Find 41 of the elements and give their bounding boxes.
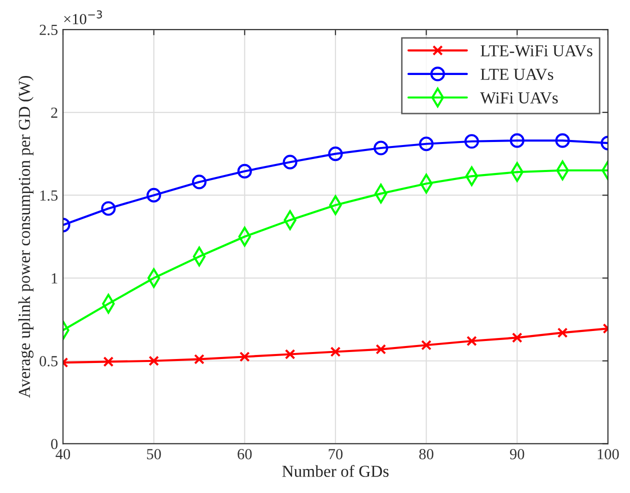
point bbox=[374, 140, 388, 156]
point bbox=[146, 188, 162, 203]
x-tick-label: 70 bbox=[328, 449, 343, 460]
point bbox=[194, 354, 204, 364]
point bbox=[192, 174, 207, 190]
point bbox=[328, 146, 343, 162]
legend-label: LTE UAVs bbox=[480, 68, 554, 80]
point bbox=[510, 133, 524, 148]
point bbox=[237, 164, 252, 179]
x-axis-title: Number of GDs bbox=[282, 465, 389, 477]
y-tick-label: 1 bbox=[52, 273, 58, 284]
point bbox=[421, 340, 432, 350]
point bbox=[282, 154, 298, 170]
point bbox=[330, 346, 341, 357]
x-tick-label: 40 bbox=[56, 449, 70, 460]
legend-label: LTE-WiFi UAVs bbox=[480, 45, 592, 56]
point bbox=[103, 356, 114, 367]
point bbox=[419, 136, 434, 152]
x-tick-label: 80 bbox=[419, 449, 434, 460]
x-tick-label: 100 bbox=[598, 449, 619, 460]
point bbox=[557, 328, 568, 338]
y-tick-label: 1.5 bbox=[40, 190, 58, 201]
point bbox=[512, 332, 522, 343]
y-axis-title: Average uplink power consumption per GD (W) bbox=[18, 76, 34, 398]
point bbox=[466, 336, 477, 346]
point bbox=[284, 349, 296, 360]
x-tick-label: 60 bbox=[238, 449, 252, 460]
y-tick-label: 0 bbox=[51, 438, 58, 450]
y-tick-label: 2.5 bbox=[40, 24, 58, 36]
text: ×10$^{−3}$ bbox=[64, 10, 102, 24]
point bbox=[101, 201, 116, 216]
x-tick-label: 90 bbox=[510, 449, 524, 460]
point bbox=[148, 356, 160, 366]
point bbox=[464, 134, 480, 149]
x-tick-label: 50 bbox=[147, 449, 161, 460]
legend-label: WiFi UAVs bbox=[480, 92, 558, 104]
point bbox=[555, 133, 570, 148]
point bbox=[239, 352, 250, 362]
y-tick-label: 2 bbox=[51, 108, 58, 118]
y-tick-label: 0.5 bbox=[40, 356, 58, 366]
point bbox=[376, 344, 386, 354]
